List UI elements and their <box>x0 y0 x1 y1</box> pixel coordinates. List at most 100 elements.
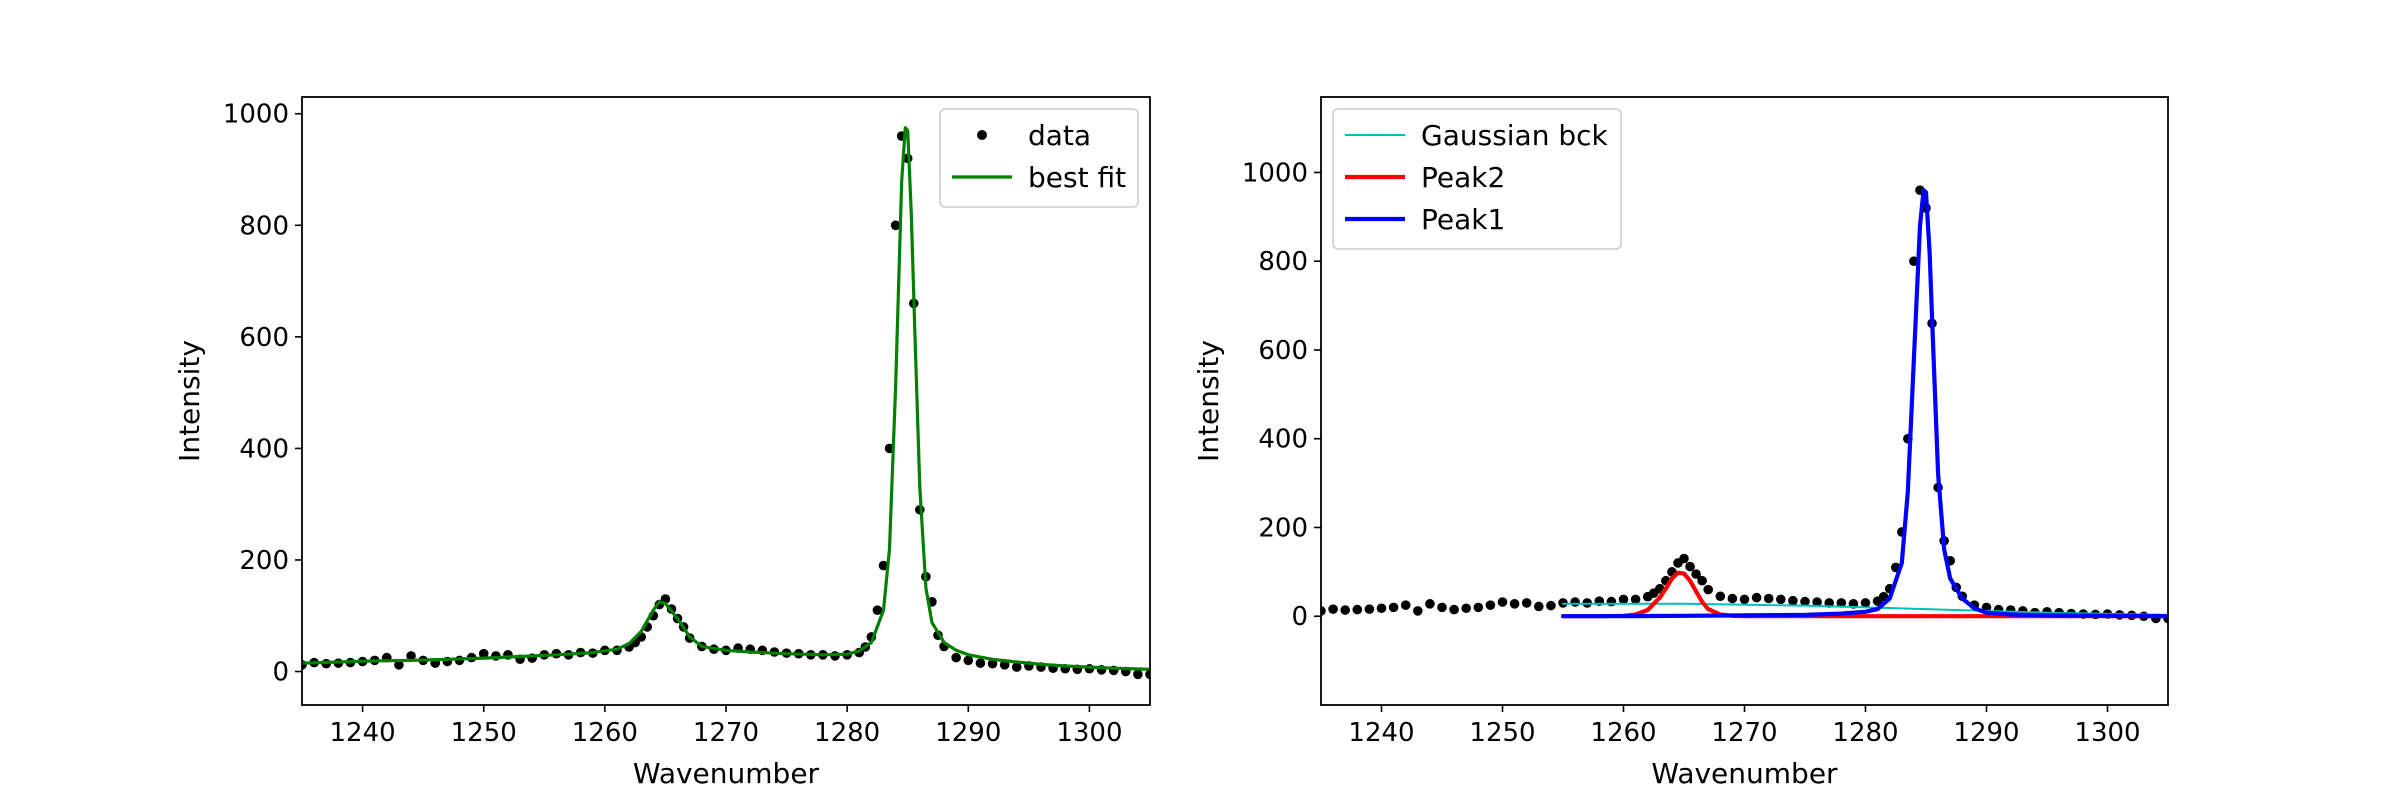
data-point <box>1618 594 1629 605</box>
data-point <box>1400 600 1411 610</box>
data-point <box>1011 662 1022 672</box>
data-point <box>1521 598 1532 608</box>
x-tick-label: 1250 <box>1469 718 1535 748</box>
y-tick-label: 400 <box>1258 425 1308 455</box>
data-point <box>1685 561 1695 572</box>
series-group <box>302 126 1150 680</box>
data-point <box>975 658 986 668</box>
data-point <box>1145 669 1150 680</box>
y-axis-label: Intensity <box>173 340 206 462</box>
peak1-line <box>1560 188 2168 619</box>
data-point <box>1788 595 1798 606</box>
data-point <box>1727 593 1738 604</box>
data-point <box>1328 604 1338 614</box>
y-tick-label: 200 <box>1258 513 1308 543</box>
data-point <box>878 560 889 571</box>
data-point <box>394 660 404 670</box>
legend: Gaussian bck Peak2 Peak1 <box>1332 108 1622 250</box>
data-point <box>1703 584 1713 595</box>
data-point <box>1461 603 1471 614</box>
data-point <box>1763 593 1774 604</box>
x-tick-label: 1290 <box>935 718 1001 748</box>
data-point <box>1485 600 1496 610</box>
data-point <box>1691 569 1701 579</box>
peak2-line <box>1560 570 2168 619</box>
data-point <box>951 652 961 663</box>
data-point <box>1715 591 1726 602</box>
x-tick-label: 1240 <box>1348 718 1414 748</box>
x-axis-label: Wavenumber <box>633 757 820 790</box>
data-point <box>1473 602 1484 613</box>
data-point <box>1413 606 1423 616</box>
data-point <box>1133 669 1143 680</box>
data-point <box>1570 597 1580 607</box>
legend-label-gaussian-bck: Gaussian bck <box>1421 119 1609 152</box>
y-tick-label: 600 <box>239 323 289 353</box>
data-point <box>1364 604 1375 614</box>
x-tick-label: 1260 <box>572 718 638 748</box>
y-tick-label: 0 <box>272 658 289 688</box>
y-tick-label: 1000 <box>223 100 289 130</box>
data-point <box>1388 602 1399 613</box>
data-point <box>1679 553 1689 564</box>
legend-label-peak2: Peak2 <box>1421 161 1505 194</box>
x-tick-label: 1290 <box>1953 718 2019 748</box>
data-point <box>406 651 416 661</box>
y-axis-label: Intensity <box>1192 340 1225 462</box>
legend-marker-data <box>977 130 987 140</box>
legend-box <box>939 108 1139 208</box>
data-point <box>1376 603 1387 614</box>
x-axis-label: Wavenumber <box>1651 757 1838 790</box>
data-point <box>1321 606 1326 616</box>
axes-frame <box>1320 96 2169 706</box>
right-plot-panel: 1240 1250 1260 1270 1280 1290 1300 0 200 400 600 80… <box>1192 96 2169 790</box>
best-fit-line <box>302 126 1150 671</box>
data-point <box>1697 575 1707 586</box>
x-tick-label: 1270 <box>693 718 759 748</box>
data-point <box>963 655 974 666</box>
y-tick-label: 1000 <box>1242 158 1308 188</box>
data-point <box>1449 604 1459 615</box>
data-point <box>1497 597 1508 607</box>
x-tick-label: 1260 <box>1590 718 1656 748</box>
y-tick-label: 600 <box>1258 336 1308 366</box>
axes-frame <box>301 96 1151 706</box>
data-point <box>478 648 489 659</box>
y-tick-label: 400 <box>239 434 289 464</box>
left-plot-panel: 1240 1250 1260 1270 1280 1290 1300 0 200 400 600 80… <box>173 96 1151 790</box>
data-point <box>1534 601 1544 612</box>
x-tick-label: 1240 <box>329 718 395 748</box>
x-tick-label: 1300 <box>1056 718 1122 748</box>
data-point <box>1739 594 1750 605</box>
data-point <box>987 658 998 669</box>
data-point <box>1776 594 1786 605</box>
data-point <box>1606 596 1617 607</box>
x-tick-label: 1280 <box>1832 718 1898 748</box>
series-group <box>1321 185 2168 624</box>
data-point <box>1352 604 1363 615</box>
data-point <box>1860 598 1871 608</box>
legend-label-data: data <box>1028 119 1091 152</box>
data-point <box>1630 594 1641 605</box>
data-point <box>1509 599 1520 609</box>
legend-label-peak1: Peak1 <box>1421 203 1505 236</box>
data-point <box>1751 592 1762 603</box>
data-point <box>872 605 883 615</box>
legend-label-best-fit: best fit <box>1028 161 1126 194</box>
y-tick-label: 200 <box>239 546 289 576</box>
y-tick-label: 800 <box>1258 247 1308 277</box>
data-point <box>1800 596 1810 607</box>
data-point <box>1425 599 1435 609</box>
legend: data best fit <box>939 108 1139 208</box>
data-point <box>1437 602 1447 613</box>
data-point <box>1836 598 1847 608</box>
x-tick-label: 1270 <box>1711 718 1777 748</box>
x-tick-label: 1250 <box>451 718 517 748</box>
x-tick-label: 1280 <box>814 718 880 748</box>
data-point <box>890 220 901 231</box>
legend-box <box>1332 108 1622 250</box>
data-point <box>1812 597 1822 607</box>
data-point <box>1340 605 1350 615</box>
x-tick-label: 1300 <box>2074 718 2140 748</box>
